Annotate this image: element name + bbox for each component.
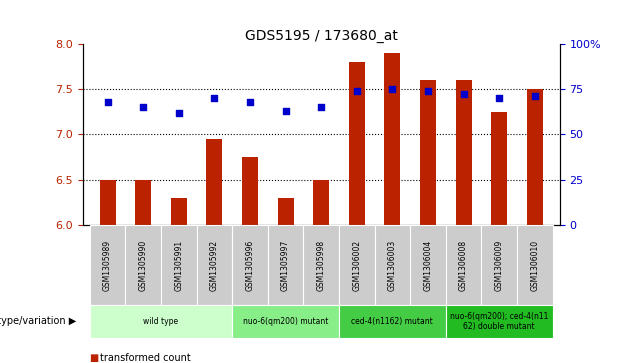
Text: genotype/variation ▶: genotype/variation ▶ [0,316,76,326]
Bar [135,180,151,225]
Bar [206,139,223,225]
Title: GDS5195 / 173680_at: GDS5195 / 173680_at [245,29,398,42]
Bar [349,62,365,225]
Text: GSM1306002: GSM1306002 [352,240,361,290]
Point [209,95,219,101]
Text: GSM1306009: GSM1306009 [495,239,504,291]
Text: GSM1306004: GSM1306004 [424,239,432,291]
Point [245,99,255,105]
Point [316,104,326,110]
Bar [375,225,410,305]
Bar [446,225,481,305]
Point [138,104,148,110]
Bar [125,225,161,305]
Text: GSM1305997: GSM1305997 [281,239,290,291]
Point [530,93,540,99]
Point [459,91,469,97]
Bar [100,180,116,225]
Bar [232,305,339,338]
Bar [90,225,125,305]
Text: GSM1305990: GSM1305990 [139,239,148,291]
Bar [339,225,375,305]
Point [494,95,504,101]
Text: GSM1305996: GSM1305996 [245,239,254,291]
Bar [527,89,543,225]
Text: GSM1305989: GSM1305989 [103,240,112,290]
Bar [197,225,232,305]
Text: GSM1305991: GSM1305991 [174,240,183,290]
Bar [277,198,294,225]
Text: GSM1306003: GSM1306003 [388,239,397,291]
Bar [268,225,303,305]
Bar [420,80,436,225]
Bar [491,112,507,225]
Bar [90,305,232,338]
Point [280,108,291,114]
Point [352,88,362,94]
Bar [171,198,187,225]
Point [102,99,113,105]
Bar [410,225,446,305]
Bar [455,80,471,225]
Bar [339,305,446,338]
Bar [384,53,401,225]
Bar [242,157,258,225]
Text: GSM1305992: GSM1305992 [210,240,219,290]
Bar [161,225,197,305]
Text: nuo-6(qm200); ced-4(n11
62) double mutant: nuo-6(qm200); ced-4(n11 62) double mutan… [450,311,548,331]
Text: GSM1305998: GSM1305998 [317,240,326,290]
Bar [313,180,329,225]
Bar [446,305,553,338]
Text: nuo-6(qm200) mutant: nuo-6(qm200) mutant [243,317,328,326]
Text: GSM1306008: GSM1306008 [459,240,468,290]
Text: wild type: wild type [144,317,179,326]
Text: ■: ■ [89,352,99,363]
Point [174,110,184,115]
Bar [481,225,517,305]
Point [387,86,398,92]
Bar [517,225,553,305]
Point [423,88,433,94]
Bar [303,225,339,305]
Text: GSM1306010: GSM1306010 [530,240,539,290]
Bar [232,225,268,305]
Text: transformed count: transformed count [100,352,191,363]
Text: ced-4(n1162) mutant: ced-4(n1162) mutant [352,317,433,326]
